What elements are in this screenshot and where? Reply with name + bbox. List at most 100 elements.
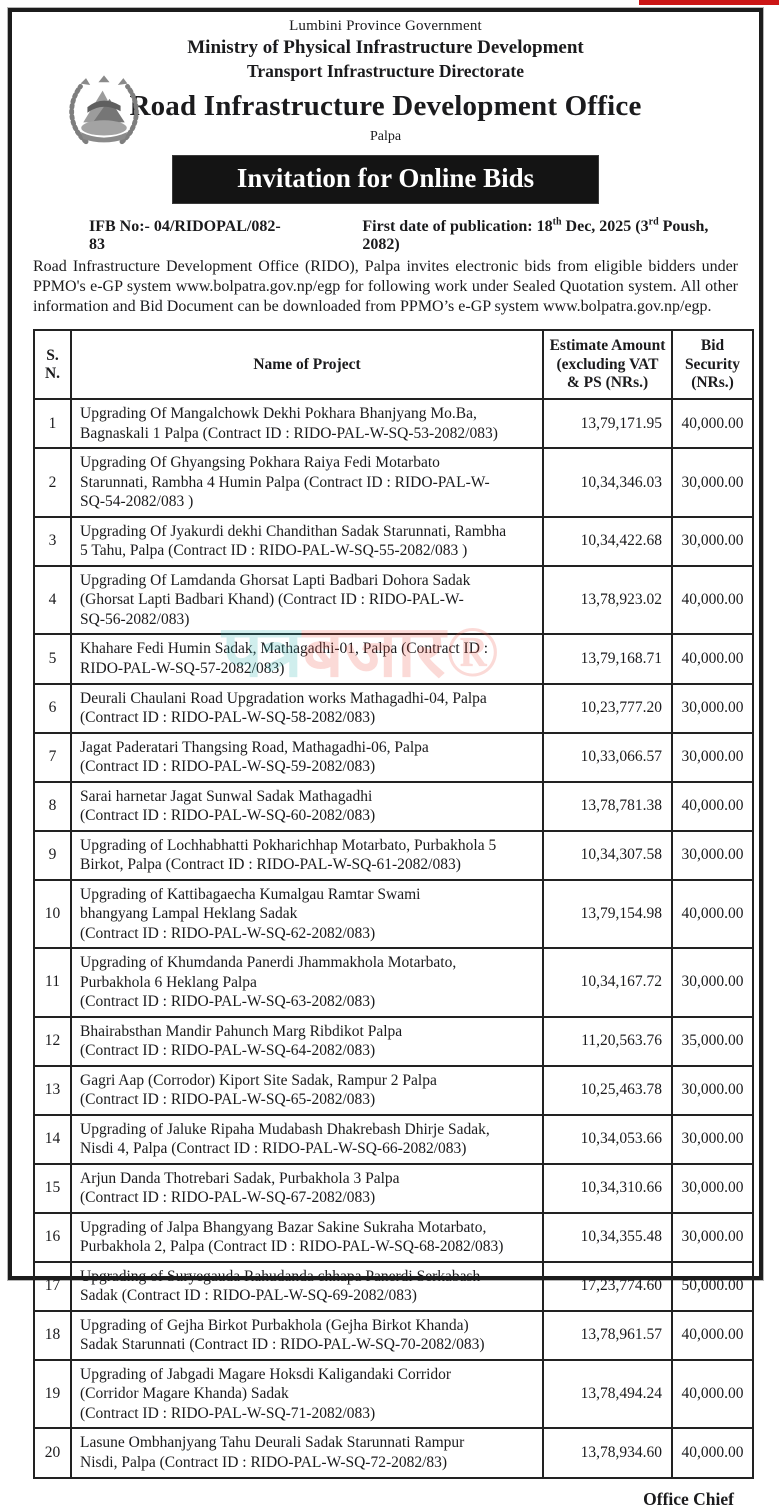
row-estimate-amount: 10,34,355.48 [542, 1211, 673, 1263]
ifb-line: IFB No:- 04/RIDOPAL/082-83 First date of… [33, 216, 738, 254]
row-project-name: Sarai harnetar Jagat Sunwal Sadak Mathag… [70, 780, 544, 832]
row-estimate-amount: 17,23,774.60 [542, 1260, 673, 1312]
row-bid-security: 50,000.00 [671, 1260, 754, 1312]
row-estimate-amount: 11,20,563.76 [542, 1015, 673, 1067]
row-estimate-amount: 13,79,171.95 [542, 398, 673, 450]
table-row: 19 Upgrading of Jabgadi Magare Hoksdi Kal… [33, 1358, 754, 1430]
row-bid-security: 30,000.00 [671, 1064, 754, 1116]
row-project-name: Upgrading of Jaluke Ripaha Mudabash Dhak… [70, 1113, 544, 1165]
header-estimate-amount: Estimate Amount (excluding VAT & PS (NRs… [542, 329, 673, 401]
office-title: Road Infrastructure Development Office [129, 90, 642, 122]
banner-wrap: Invitation for Online Bids [12, 155, 759, 204]
row-project-name: Upgrading of Suryegauda Rahudanda chhapa… [70, 1260, 544, 1312]
row-sn: 7 [33, 731, 72, 783]
row-project-name: Deurali Chaulani Road Upgradation works … [70, 682, 544, 734]
row-sn: 3 [33, 515, 72, 567]
row-estimate-amount: 13,79,154.98 [542, 878, 673, 950]
table-header-row: S. N. Name of Project Estimate Amount (e… [33, 329, 754, 401]
row-sn: 4 [33, 564, 72, 636]
row-project-name: Upgrading Of Lamdanda Ghorsat Lapti Badb… [70, 564, 544, 636]
row-project-name: Arjun Danda Thotrebari Sadak, Purbakhola… [70, 1162, 544, 1214]
table-row: 11 Upgrading of Khumdanda Panerdi Jhammak… [33, 947, 754, 1018]
header-sn: S. N. [33, 329, 72, 401]
table-row: 3 Upgrading Of Jyakurdi dekhi Chandithan … [33, 515, 754, 567]
row-bid-security: 40,000.00 [671, 1309, 754, 1361]
row-project-name: Lasune Ombhanjyang Tahu Deurali Sadak St… [70, 1427, 544, 1479]
row-sn: 19 [33, 1358, 72, 1430]
table-row: 2 Upgrading Of Ghyangsing Pokhara Raiya F… [33, 447, 754, 518]
row-sn: 14 [33, 1113, 72, 1165]
row-bid-security: 30,000.00 [671, 515, 754, 567]
row-sn: 18 [33, 1309, 72, 1361]
row-estimate-amount: 13,78,934.60 [542, 1427, 673, 1479]
row-estimate-amount: 10,33,066.57 [542, 731, 673, 783]
projects-table-body: 1 Upgrading Of Mangalchowk Dekhi Pokhara … [33, 398, 754, 1479]
table-row: 4 Upgrading Of Lamdanda Ghorsat Lapti Bad… [33, 564, 754, 636]
row-estimate-amount: 13,78,923.02 [542, 564, 673, 636]
directorate-line: Transport Infrastructure Directorate [246, 61, 524, 81]
clipping-red-edge [639, 0, 779, 5]
header-bid-security: Bid Security (NRs.) [671, 329, 754, 401]
table-row: 6 Deurali Chaulani Road Upgradation works… [33, 682, 754, 734]
table-row: 15 Arjun Danda Thotrebari Sadak, Purbakho… [33, 1162, 754, 1214]
row-bid-security: 30,000.00 [671, 1113, 754, 1165]
row-estimate-amount: 10,23,777.20 [542, 682, 673, 734]
row-bid-security: 40,000.00 [671, 780, 754, 832]
row-bid-security: 30,000.00 [671, 682, 754, 734]
row-bid-security: 30,000.00 [671, 1162, 754, 1214]
row-estimate-amount: 10,34,307.58 [542, 829, 673, 881]
district-label: Palpa [369, 129, 402, 144]
row-sn: 5 [33, 633, 72, 685]
invitation-banner: Invitation for Online Bids [171, 155, 600, 204]
row-bid-security: 40,000.00 [671, 878, 754, 950]
publication-date: First date of publication: 18th Dec, 202… [362, 216, 709, 253]
row-project-name: Upgrading of Khumdanda Panerdi Jhammakho… [70, 947, 544, 1018]
row-sn: 8 [33, 780, 72, 832]
row-sn: 16 [33, 1211, 72, 1263]
table-row: 13 Gagri Aap (Corrodor) Kiport Site Sadak… [33, 1064, 754, 1116]
row-sn: 11 [33, 947, 72, 1018]
table-row: 8 Sarai harnetar Jagat Sunwal Sadak Matha… [33, 780, 754, 832]
row-bid-security: 40,000.00 [671, 1427, 754, 1479]
nepal-government-emblem-icon [60, 74, 148, 150]
row-estimate-amount: 13,78,781.38 [542, 780, 673, 832]
notice-block: IFB No:- 04/RIDOPAL/082-83 First date of… [33, 216, 738, 317]
row-bid-security: 40,000.00 [671, 398, 754, 450]
table-row: 12 Bhairabsthan Mandir Pahunch Marg Ribdi… [33, 1015, 754, 1067]
table-row: 17 Upgrading of Suryegauda Rahudanda chha… [33, 1260, 754, 1312]
row-sn: 10 [33, 878, 72, 950]
province-government-line: Lumbini Province Government [289, 18, 482, 34]
row-estimate-amount: 10,34,346.03 [542, 447, 673, 518]
table-row: 14 Upgrading of Jaluke Ripaha Mudabash Dh… [33, 1113, 754, 1165]
row-project-name: Upgrading of Jabgadi Magare Hoksdi Kalig… [70, 1358, 544, 1430]
row-bid-security: 40,000.00 [671, 633, 754, 685]
header-project-name: Name of Project [70, 329, 544, 401]
row-estimate-amount: 13,78,961.57 [542, 1309, 673, 1361]
table-row: 16 Upgrading of Jalpa Bhangyang Bazar Sak… [33, 1211, 754, 1263]
row-project-name: Upgrading Of Jyakurdi dekhi Chandithan S… [70, 515, 544, 567]
row-estimate-amount: 10,34,310.66 [542, 1162, 673, 1214]
row-project-name: Upgrading Of Ghyangsing Pokhara Raiya Fe… [70, 447, 544, 518]
row-project-name: Upgrading of Gejha Birkot Purbakhola (Ge… [70, 1309, 544, 1361]
table-row: 10 Upgrading of Kattibagaecha Kumalgau Ra… [33, 878, 754, 950]
projects-table-wrap: S. N. Name of Project Estimate Amount (e… [33, 329, 754, 1479]
row-estimate-amount: 10,34,167.72 [542, 947, 673, 1018]
row-sn: 15 [33, 1162, 72, 1214]
office-chief-signature: Office Chief [643, 1488, 734, 1509]
row-sn: 12 [33, 1015, 72, 1067]
table-row: 1 Upgrading Of Mangalchowk Dekhi Pokhara … [33, 398, 754, 450]
masthead: Lumbini Province Government Ministry of … [12, 12, 759, 145]
row-bid-security: 30,000.00 [671, 731, 754, 783]
row-bid-security: 35,000.00 [671, 1015, 754, 1067]
row-bid-security: 40,000.00 [671, 564, 754, 636]
row-estimate-amount: 10,34,422.68 [542, 515, 673, 567]
table-row: 20 Lasune Ombhanjyang Tahu Deurali Sadak … [33, 1427, 754, 1479]
row-sn: 13 [33, 1064, 72, 1116]
row-bid-security: 30,000.00 [671, 447, 754, 518]
table-row: 5 Khahare Fedi Humin Sadak, Mathagadhi-01… [33, 633, 754, 685]
table-row: 7 Jagat Paderatari Thangsing Road, Mathag… [33, 731, 754, 783]
row-estimate-amount: 13,79,168.71 [542, 633, 673, 685]
row-estimate-amount: 10,34,053.66 [542, 1113, 673, 1165]
row-project-name: Upgrading Of Mangalchowk Dekhi Pokhara B… [70, 398, 544, 450]
row-bid-security: 30,000.00 [671, 947, 754, 1018]
